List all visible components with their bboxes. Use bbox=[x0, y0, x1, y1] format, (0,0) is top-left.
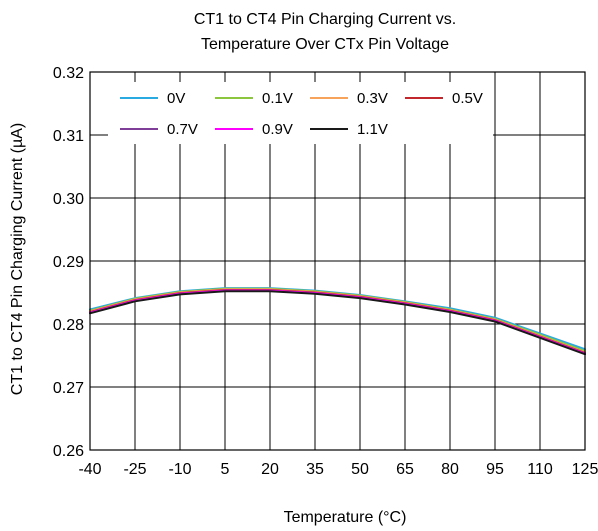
y-tick-label: 0.26 bbox=[53, 443, 84, 460]
series-line-0.7V bbox=[89, 289, 586, 355]
x-tick-label: 80 bbox=[441, 461, 459, 478]
x-tick-label: 20 bbox=[261, 461, 279, 478]
x-tick-label: 65 bbox=[396, 461, 414, 478]
y-tick-label: 0.30 bbox=[53, 191, 84, 208]
x-tick-label: -40 bbox=[78, 461, 101, 478]
x-tick-label: 35 bbox=[306, 461, 324, 478]
legend-label-0.9V: 0.9V bbox=[262, 121, 293, 138]
x-tick-label: -10 bbox=[168, 461, 191, 478]
legend-background bbox=[108, 82, 493, 144]
series-lines bbox=[89, 287, 586, 356]
legend-label-0.3V: 0.3V bbox=[357, 90, 388, 107]
plot-frame bbox=[89, 71, 586, 451]
x-tick-label: 95 bbox=[486, 461, 504, 478]
y-axis-label: CT1 to CT4 Pin Charging Current (µA) bbox=[9, 123, 26, 395]
chart-title-line-1: CT1 to CT4 Pin Charging Current vs. bbox=[194, 11, 456, 28]
y-tick-label: 0.28 bbox=[53, 317, 84, 334]
legend-label-1.1V: 1.1V bbox=[357, 121, 388, 138]
legend-label-0.5V: 0.5V bbox=[452, 90, 483, 107]
y-tick-label: 0.27 bbox=[53, 380, 84, 397]
series-line-0.5V bbox=[89, 288, 586, 354]
series-line-1.1V bbox=[89, 290, 586, 356]
x-axis-ticks: -40 -25 -10 5 20 35 50 65 80 95 110 125 bbox=[78, 461, 598, 478]
y-tick-label: 0.32 bbox=[53, 65, 84, 82]
x-tick-label: 110 bbox=[527, 461, 553, 478]
y-axis-ticks: 0.26 0.27 0.28 0.29 0.30 0.31 0.32 bbox=[53, 65, 84, 460]
series-line-0.3V bbox=[89, 288, 586, 354]
x-axis-label: Temperature (°C) bbox=[284, 509, 407, 526]
y-tick-label: 0.29 bbox=[53, 254, 84, 271]
legend-label-0.1V: 0.1V bbox=[262, 90, 293, 107]
legend-label-0.7V: 0.7V bbox=[167, 121, 198, 138]
legend: 0V 0.1V 0.3V 0.5V 0.7V 0.9V 1.1V bbox=[120, 90, 483, 138]
y-tick-label: 0.31 bbox=[53, 128, 84, 145]
series-line-0.1V bbox=[89, 287, 586, 353]
x-tick-label: -25 bbox=[123, 461, 146, 478]
x-tick-label: 125 bbox=[572, 461, 598, 478]
x-tick-label: 5 bbox=[221, 461, 230, 478]
x-tick-label: 50 bbox=[351, 461, 369, 478]
chart-title-line-2: Temperature Over CTx Pin Voltage bbox=[201, 36, 449, 53]
series-line-0.9V bbox=[89, 289, 586, 355]
legend-label-0V: 0V bbox=[167, 90, 185, 107]
